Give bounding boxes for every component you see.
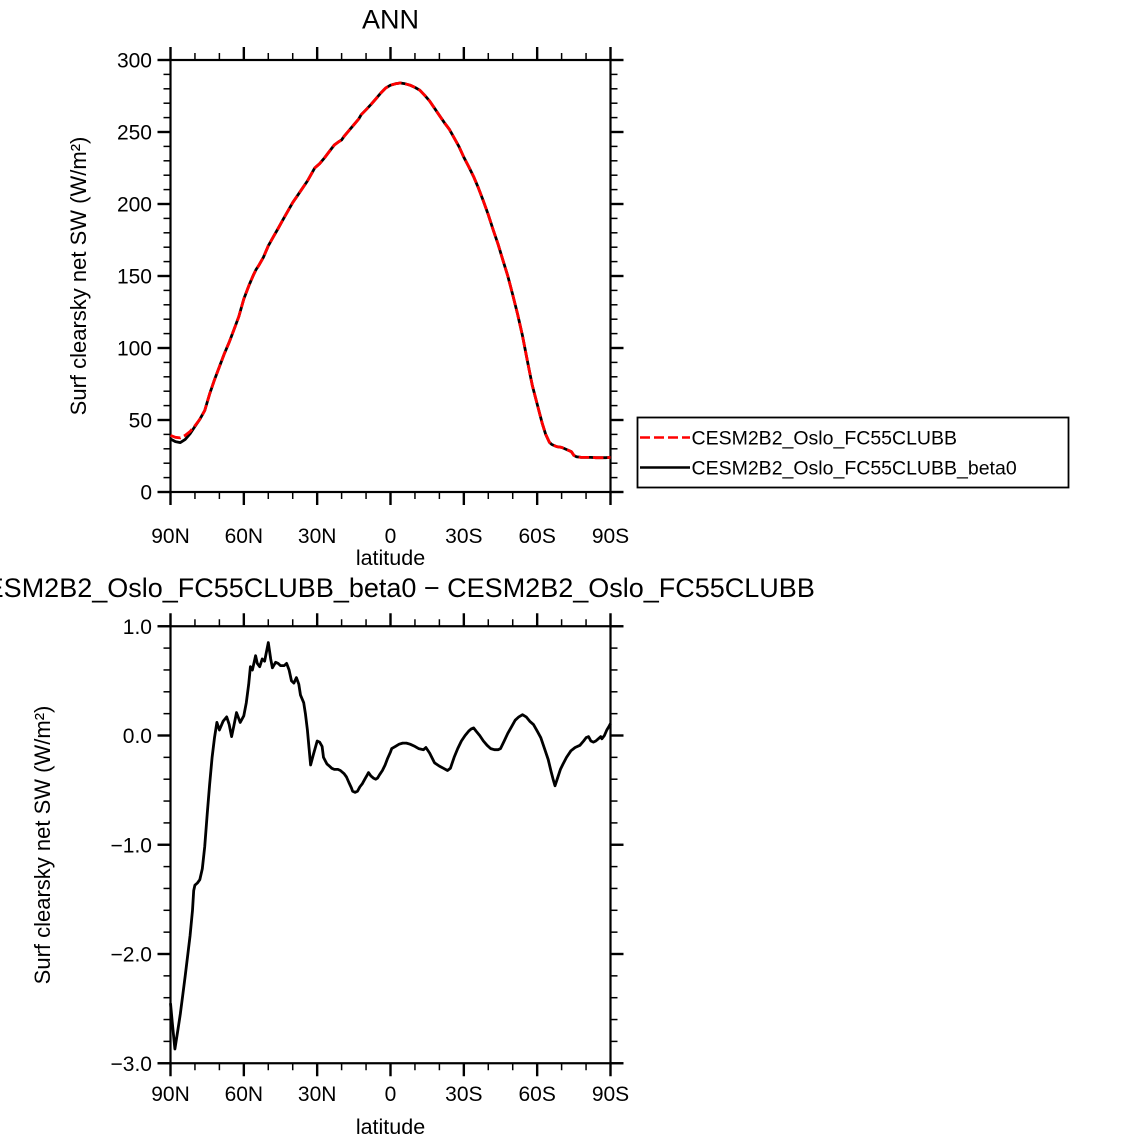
x-tick-label: 0	[385, 1083, 397, 1106]
x-tick-label: 30N	[298, 525, 337, 548]
x-tick-label: 60N	[225, 1083, 264, 1106]
bottom-chart-y-axis-label: Surf clearsky net SW (W/m²)	[30, 706, 55, 985]
x-tick-label: 60S	[518, 1083, 555, 1106]
top-chart-y-axis-label: Surf clearsky net SW (W/m²)	[66, 137, 91, 416]
x-tick-label: 90S	[592, 525, 629, 548]
y-tick-label: 300	[117, 50, 152, 73]
legend: CESM2B2_Oslo_FC55CLUBB CESM2B2_Oslo_FC55…	[636, 416, 1070, 489]
bottom-chart: CESM2B2_Oslo_FC55CLUBB_beta0 − CESM2B2_O…	[0, 573, 815, 1139]
y-tick-label: 200	[117, 194, 152, 217]
y-tick-label: 100	[117, 338, 152, 361]
top-chart-title: ANN	[362, 5, 419, 35]
y-tick-label: 250	[117, 122, 152, 145]
x-tick-label: 90N	[151, 1083, 190, 1106]
x-tick-label: 0	[385, 525, 397, 548]
series-line-solid	[169, 641, 612, 1051]
y-tick-label: 0.0	[123, 725, 152, 748]
y-tick-label: −3.0	[111, 1053, 152, 1076]
plot-frame	[169, 625, 612, 1065]
legend-label-beta0-run: CESM2B2_Oslo_FC55CLUBB_beta0	[692, 458, 1017, 480]
legend-label-base-run: CESM2B2_Oslo_FC55CLUBB	[692, 428, 958, 450]
x-tick-label: 30S	[445, 1083, 482, 1106]
bottom-chart-plot-area: 90N 60N 30N 0 30S 60S 90S 1.0 0.0 −1.0 −2.0 −3.0	[111, 613, 629, 1106]
top-chart-plot-area: 90N 60N 30N 0 30S 60S 90S 0 50 100 150 200 250 300	[117, 47, 629, 548]
bottom-chart-x-axis-label: latitude	[356, 1115, 425, 1139]
y-tick-label: −1.0	[111, 834, 152, 857]
x-tick-label: 90N	[151, 525, 190, 548]
bottom-chart-title: CESM2B2_Oslo_FC55CLUBB_beta0 − CESM2B2_O…	[0, 573, 815, 603]
y-tick-label: 1.0	[123, 616, 152, 639]
legend-border	[636, 416, 1070, 489]
series-line-dashed	[169, 81, 611, 460]
x-tick-label: 60S	[518, 525, 555, 548]
y-tick-label: −2.0	[111, 944, 152, 967]
x-tick-label: 30S	[445, 525, 482, 548]
x-tick-label: 90S	[592, 1083, 629, 1106]
y-tick-label: 50	[129, 410, 152, 433]
series-line-solid	[169, 81, 611, 460]
y-tick-label: 0	[140, 482, 152, 505]
x-tick-label: 30N	[298, 1083, 337, 1106]
x-tick-label: 60N	[225, 525, 264, 548]
y-tick-label: 150	[117, 266, 152, 289]
top-chart-x-axis-label: latitude	[356, 546, 425, 570]
top-chart: ANN Surf clearsky net SW (W/m²) latitude…	[66, 5, 1070, 570]
